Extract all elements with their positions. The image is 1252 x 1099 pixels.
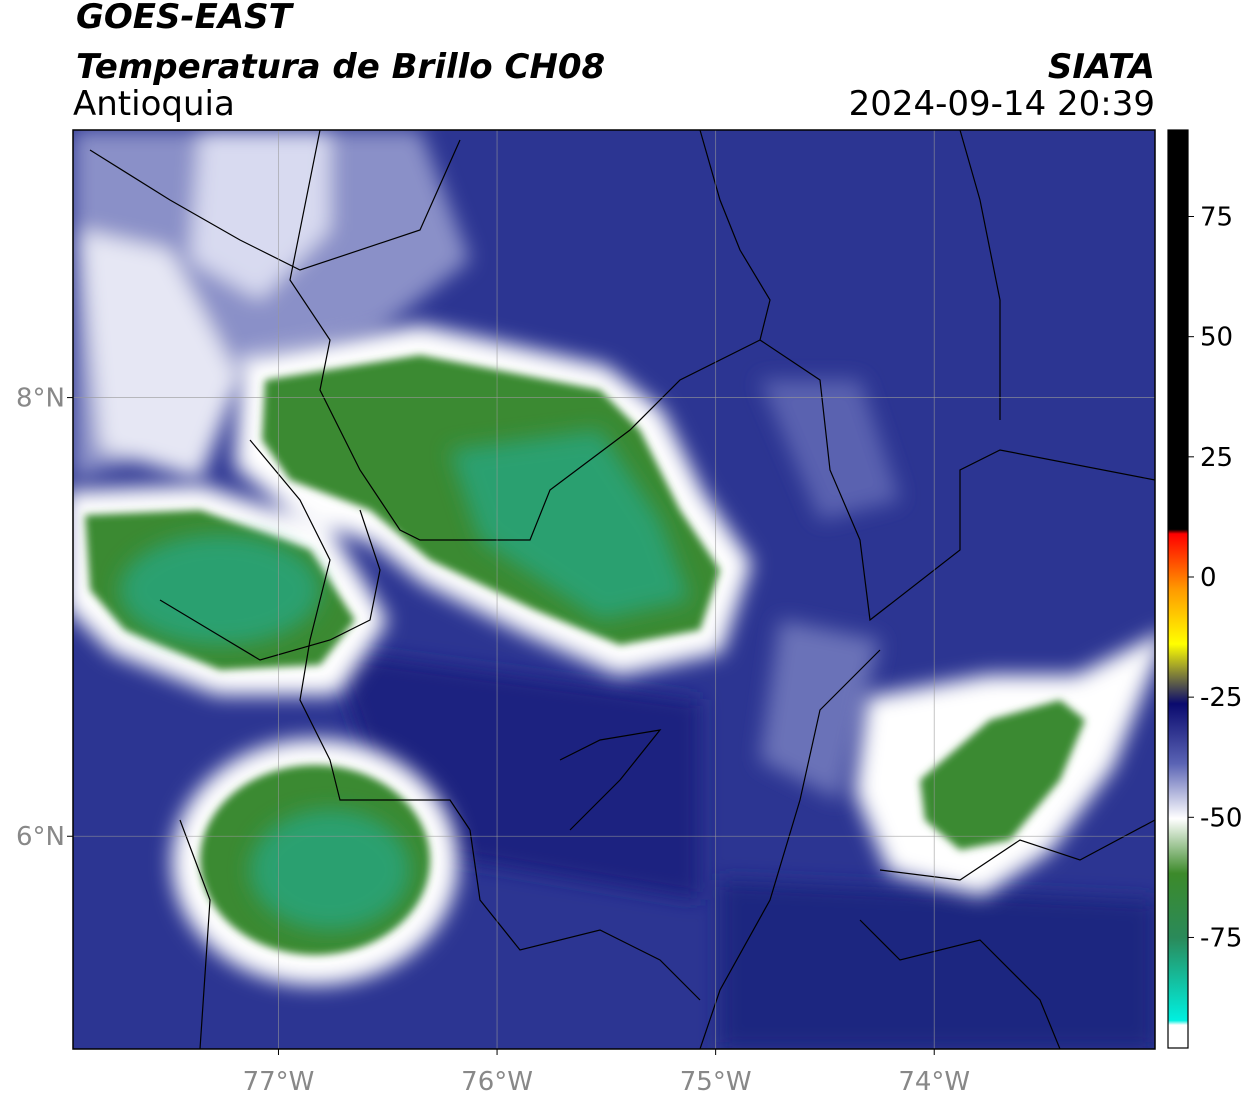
graticule [67,130,1155,1055]
lat-tick-label: 8°N [16,384,65,414]
colorbar-tick-label: -75 [1200,923,1242,953]
map-field [73,130,1155,1049]
lat-tick-label: 6°N [16,822,65,852]
colorbar-tick-label: 75 [1200,203,1233,233]
lon-tick-label: 76°W [461,1067,533,1097]
map-frame [72,129,1156,1050]
datetime-label: 2024-09-14 20:39 [849,84,1155,124]
colorbar [1167,129,1189,1049]
region-label: Antioquia [73,84,235,124]
colorbar-tick-label: 50 [1200,323,1233,353]
lon-tick-label: 77°W [243,1067,315,1097]
source-label: SIATA [1048,47,1155,87]
lon-tick-label: 74°W [898,1067,970,1097]
colorbar-tick-label: -50 [1200,803,1242,833]
satellite-title: GOES-EAST [76,0,295,37]
colorbar-tick-label: -25 [1200,683,1242,713]
colorbar-tick-label: 25 [1200,443,1233,473]
product-title: Temperatura de Brillo CH08 [76,47,605,87]
colorbar-tick-label: 0 [1200,563,1217,593]
lon-tick-label: 75°W [680,1067,752,1097]
